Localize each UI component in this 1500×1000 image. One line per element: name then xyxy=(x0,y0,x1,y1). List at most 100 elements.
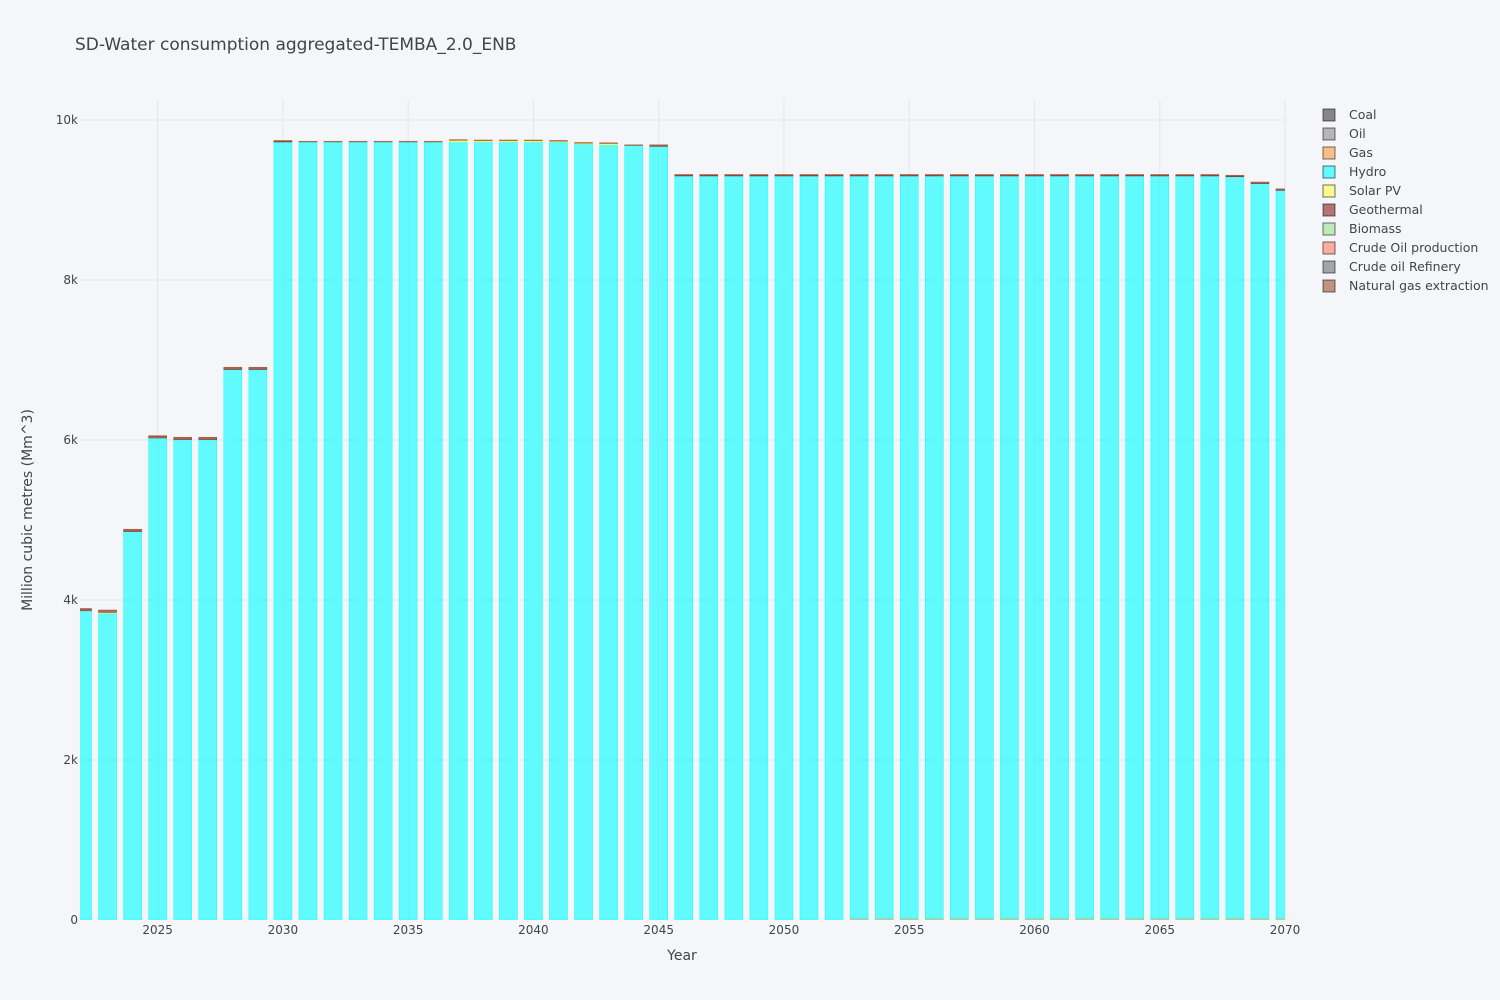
x-tick-label: 2040 xyxy=(518,923,549,937)
bar-segment-hydro xyxy=(824,175,844,920)
legend-item[interactable]: Oil xyxy=(1322,126,1366,141)
bar-segment-hydro xyxy=(774,175,794,920)
bar-segment-hydro xyxy=(1200,175,1220,920)
legend-item[interactable]: Coal xyxy=(1322,107,1377,122)
y-tick-label: 4k xyxy=(63,593,78,607)
y-axis-ticks: 0 2k 4k 6k 8k 10k xyxy=(56,113,78,927)
bar-segment-hydro xyxy=(298,141,318,920)
bar-segment-hydro xyxy=(1275,189,1285,920)
y-axis-title: Million cubic metres (Mm^3) xyxy=(20,409,36,611)
x-axis-ticks: 2025 2030 2035 2040 2045 2050 2055 2060 2065 2070 xyxy=(142,923,1300,937)
bar-segment-hydro xyxy=(724,175,744,920)
legend-label: Hydro xyxy=(1349,164,1386,179)
bar-segment-natural-gas-extraction xyxy=(348,140,368,143)
legend-swatch xyxy=(1322,279,1336,293)
legend-item[interactable]: Biomass xyxy=(1322,221,1402,236)
bar-segment-natural-gas-extraction xyxy=(323,140,343,143)
bar-segment-hydro xyxy=(1175,175,1195,920)
x-tick-label: 2055 xyxy=(894,923,925,937)
legend-label: Gas xyxy=(1349,145,1373,160)
bar-segment-natural-gas-extraction xyxy=(474,139,493,142)
legend-swatch xyxy=(1322,165,1336,179)
bar-segment-natural-gas-extraction xyxy=(574,142,593,144)
bar-segment-hydro xyxy=(925,175,944,920)
bar-segment-hydro xyxy=(348,141,368,920)
bar-segment-hydro xyxy=(699,175,719,920)
bar-segment-natural-gas-extraction xyxy=(649,144,668,146)
bar-segment-hydro xyxy=(1100,175,1119,920)
legend-item[interactable]: Crude Oil production xyxy=(1322,240,1478,255)
legend-swatch xyxy=(1322,241,1336,255)
legend-item[interactable]: Solar PV xyxy=(1322,183,1401,198)
bar-segment-hydro xyxy=(423,141,443,920)
bar-segment-natural-gas-extraction xyxy=(1025,174,1044,176)
legend-item[interactable]: Gas xyxy=(1322,145,1373,160)
bar-segment-natural-gas-extraction xyxy=(98,609,117,612)
bar-segment-hydro xyxy=(524,141,543,920)
bar-segment-natural-gas-extraction xyxy=(899,174,919,176)
bar-segment-hydro xyxy=(223,369,243,920)
legend-label: Coal xyxy=(1349,107,1377,122)
bar-segment-natural-gas-extraction xyxy=(1175,174,1195,176)
bar-segment-hydro xyxy=(1225,176,1245,920)
x-tick-label: 2030 xyxy=(268,923,299,937)
bar-segment-natural-gas-extraction xyxy=(449,139,468,141)
bar-segment-hydro xyxy=(950,175,969,920)
legend-label: Solar PV xyxy=(1349,183,1401,198)
bar-segment-hydro xyxy=(398,141,418,920)
bar-segment-natural-gas-extraction xyxy=(499,139,518,142)
x-tick-label: 2025 xyxy=(142,923,173,937)
bar-segment-hydro xyxy=(323,141,343,920)
bar-segment-natural-gas-extraction xyxy=(524,139,543,142)
x-tick-label: 2045 xyxy=(643,923,674,937)
bar-segment-hydro xyxy=(123,531,142,920)
bar-segment-natural-gas-extraction xyxy=(950,174,969,176)
bar-segment-natural-gas-extraction xyxy=(148,435,167,437)
legend-item[interactable]: Crude oil Refinery xyxy=(1322,259,1461,274)
bar-segment-natural-gas-extraction xyxy=(223,366,243,369)
bar-segment-hydro xyxy=(1075,175,1094,920)
bar-segment-natural-gas-extraction xyxy=(1275,188,1285,190)
bar-segment-natural-gas-extraction xyxy=(799,174,819,176)
bar-segment-natural-gas-extraction xyxy=(298,140,318,143)
bar-segment-natural-gas-extraction xyxy=(849,174,869,176)
bar-segment-natural-gas-extraction xyxy=(774,174,794,176)
x-tick-label: 2050 xyxy=(769,923,800,937)
bar-segment-natural-gas-extraction xyxy=(874,174,894,176)
x-tick-label: 2070 xyxy=(1270,923,1301,937)
bar-segment-hydro xyxy=(173,439,192,920)
bar-segment-hydro xyxy=(749,175,769,920)
bar-segment-natural-gas-extraction xyxy=(1000,174,1019,176)
bar-segment-hydro xyxy=(1050,175,1069,920)
bar-segment-gas xyxy=(1275,918,1285,920)
bar-segment-hydro xyxy=(273,141,293,920)
chart-title: SD-Water consumption aggregated-TEMBA_2.… xyxy=(75,35,516,55)
bar-segment-natural-gas-extraction xyxy=(674,174,694,176)
legend-label: Geothermal xyxy=(1349,202,1423,217)
bar-segment-natural-gas-extraction xyxy=(724,174,744,176)
bar-segment-hydro xyxy=(849,175,869,920)
legend-item[interactable]: Natural gas extraction xyxy=(1322,278,1489,293)
y-tick-label: 8k xyxy=(63,273,78,287)
legend-label: Crude oil Refinery xyxy=(1349,259,1461,274)
bar-segment-natural-gas-extraction xyxy=(699,174,719,176)
bar-segment-hydro xyxy=(1125,175,1144,920)
bar-segment-natural-gas-extraction xyxy=(824,174,844,176)
bar-segment-natural-gas-extraction xyxy=(1075,174,1094,176)
bar-stack-area xyxy=(80,139,1285,920)
legend-label: Natural gas extraction xyxy=(1349,278,1489,293)
bar-segment-hydro xyxy=(649,145,668,920)
bar-segment-hydro xyxy=(1000,175,1019,920)
legend: Coal Oil Gas Hydro Solar PV Geothermal Biomass… xyxy=(1322,107,1489,293)
bar-segment-hydro xyxy=(975,175,994,920)
y-tick-label: 2k xyxy=(63,753,78,767)
bar-segment-natural-gas-extraction xyxy=(248,366,268,369)
x-tick-label: 2060 xyxy=(1019,923,1050,937)
bar-segment-natural-gas-extraction xyxy=(624,144,643,146)
legend-item[interactable]: Geothermal xyxy=(1322,202,1423,217)
bar-segment-hydro xyxy=(1025,175,1044,920)
bar-segment-natural-gas-extraction xyxy=(549,140,568,142)
bar-segment-natural-gas-extraction xyxy=(975,174,994,176)
legend-item[interactable]: Hydro xyxy=(1322,164,1386,179)
bars xyxy=(80,139,1285,920)
